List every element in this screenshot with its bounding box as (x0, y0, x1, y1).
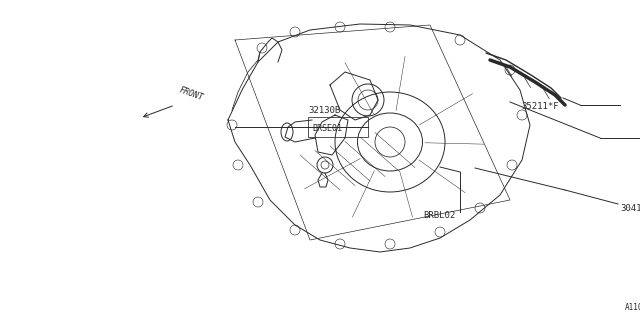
Text: 32130B: 32130B (308, 106, 340, 115)
Text: BRBL02: BRBL02 (423, 211, 455, 220)
Text: 30410: 30410 (620, 204, 640, 213)
Text: A110001115: A110001115 (625, 303, 640, 312)
Bar (308, 117, 368, 137)
Text: BRSE01: BRSE01 (312, 124, 342, 133)
Text: 35211*F: 35211*F (521, 102, 559, 111)
Text: FRONT: FRONT (178, 85, 205, 102)
